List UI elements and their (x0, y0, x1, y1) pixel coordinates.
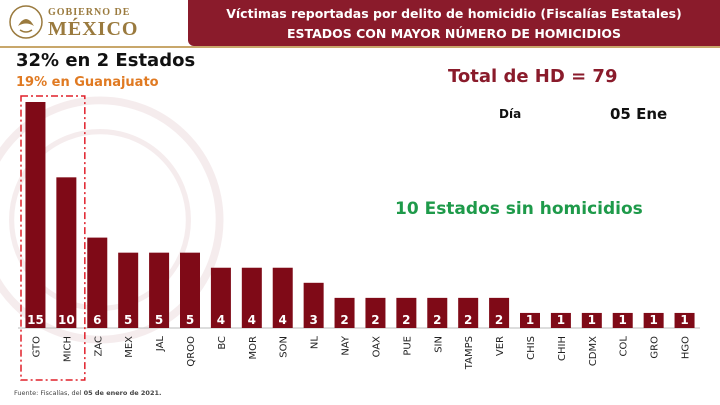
source-date: 05 de enero de 2021. (83, 389, 162, 397)
data-label-nl: 3 (309, 313, 317, 327)
data-label-chis: 1 (526, 313, 534, 327)
data-label-tamps: 2 (464, 313, 472, 327)
bar-son (272, 267, 293, 328)
data-label-mich: 10 (58, 313, 75, 327)
data-label-qroo: 5 (186, 313, 194, 327)
tick-label-zac: ZAC (93, 336, 104, 357)
tick-label-nay: NAY (341, 335, 352, 356)
tick-label-oax: OAX (371, 336, 382, 358)
data-label-hgo: 1 (680, 313, 688, 327)
data-label-chih: 1 (557, 313, 565, 327)
data-label-jal: 5 (155, 313, 163, 327)
bar-gto (25, 102, 46, 328)
tick-label-sin: SIN (433, 336, 444, 353)
header-bar (188, 0, 720, 46)
guanajuato-summary: 19% en Guanajuato (16, 75, 159, 90)
data-label-gto: 15 (27, 313, 44, 327)
bar-pue (396, 297, 417, 328)
bar-nl (303, 282, 324, 328)
tick-label-qroo: QROO (186, 336, 197, 367)
tick-label-mex: MEX (124, 336, 135, 358)
source-footnote: Fuente: Fiscalías, del 05 de enero de 20… (14, 389, 161, 397)
tick-label-bc: BC (217, 336, 228, 350)
source-prefix: Fuente: Fiscalías, del (14, 389, 84, 397)
data-label-bc: 4 (217, 313, 225, 327)
zero-states-summary: 10 Estados sin homicidios (395, 199, 643, 219)
data-label-ver: 2 (495, 313, 503, 327)
bar-sin (427, 297, 448, 328)
total-homicides: Total de HD = 79 (448, 66, 618, 87)
header-divider (0, 46, 720, 48)
bar-nay (334, 297, 355, 328)
tick-label-ver: VER (495, 336, 506, 356)
bar-chis (520, 312, 540, 328)
day-value: 05 Ene (610, 105, 668, 123)
data-label-son: 4 (279, 313, 287, 327)
data-label-zac: 6 (93, 313, 101, 327)
page-subtitle: ESTADOS CON MAYOR NÚMERO DE HOMICIDIOS (287, 26, 621, 41)
day-label: Día (499, 107, 522, 121)
tick-label-hgo: HGO (681, 336, 692, 359)
page-title: Víctimas reportadas por delito de homici… (226, 6, 682, 21)
tick-label-mor: MOR (248, 336, 259, 359)
bar-col (612, 312, 633, 328)
logo-line1: GOBIERNO DE (48, 7, 131, 18)
data-label-cdmx: 1 (588, 313, 596, 327)
tick-label-col: COL (619, 336, 630, 357)
logo-line2: MÉXICO (48, 18, 139, 40)
tick-label-chis: CHIS (526, 336, 537, 360)
bar-mor (241, 267, 262, 328)
bar-oax (365, 297, 386, 328)
gobierno-logo: GOBIERNO DE MÉXICO (8, 4, 178, 40)
data-label-pue: 2 (402, 313, 410, 327)
highlight-box (20, 95, 86, 381)
data-label-mor: 4 (248, 313, 256, 327)
bar-mex (118, 252, 139, 328)
tick-label-gto: GTO (31, 336, 42, 358)
tick-label-cdmx: CDMX (588, 336, 599, 366)
tick-label-jal: JAL (155, 336, 166, 353)
top-states-summary: 32% en 2 Estados (16, 50, 196, 71)
bar-gro (643, 312, 664, 328)
tick-label-tamps: TAMPS (464, 336, 475, 370)
bar-tamps (458, 297, 479, 328)
bar-jal (149, 252, 170, 328)
bar-chih (550, 312, 571, 328)
bar-hgo (674, 312, 695, 328)
tick-label-mich: MICH (62, 336, 73, 362)
bar-ver (489, 297, 510, 328)
data-label-oax: 2 (371, 313, 379, 327)
bar-bc (210, 267, 231, 328)
data-label-nay: 2 (340, 313, 348, 327)
data-label-gro: 1 (649, 313, 657, 327)
data-label-sin: 2 (433, 313, 441, 327)
bar-cdmx (581, 312, 602, 328)
tick-label-gro: GRO (650, 336, 661, 359)
tick-label-nl: NL (310, 336, 321, 349)
tick-label-son: SON (279, 336, 290, 358)
bar-mich (56, 177, 77, 328)
data-label-mex: 5 (124, 313, 132, 327)
bar-qroo (180, 252, 200, 328)
tick-label-pue: PUE (402, 336, 413, 356)
bar-zac (87, 237, 108, 328)
tick-label-chih: CHIH (557, 336, 568, 361)
data-label-col: 1 (619, 313, 627, 327)
eagle-crest-icon (9, 5, 43, 39)
